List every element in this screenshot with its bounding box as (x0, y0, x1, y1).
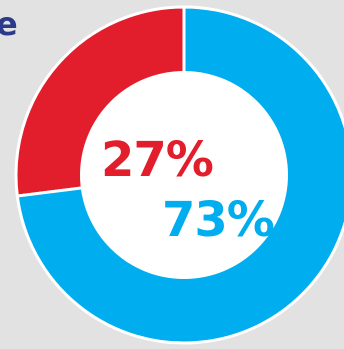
slice-label-red: 27% (101, 132, 213, 188)
pie-slice-1 (15, 5, 344, 345)
donut-hole (80, 71, 288, 279)
slice-label-blue: 73% (162, 192, 274, 248)
partial-title: e (0, 5, 18, 43)
